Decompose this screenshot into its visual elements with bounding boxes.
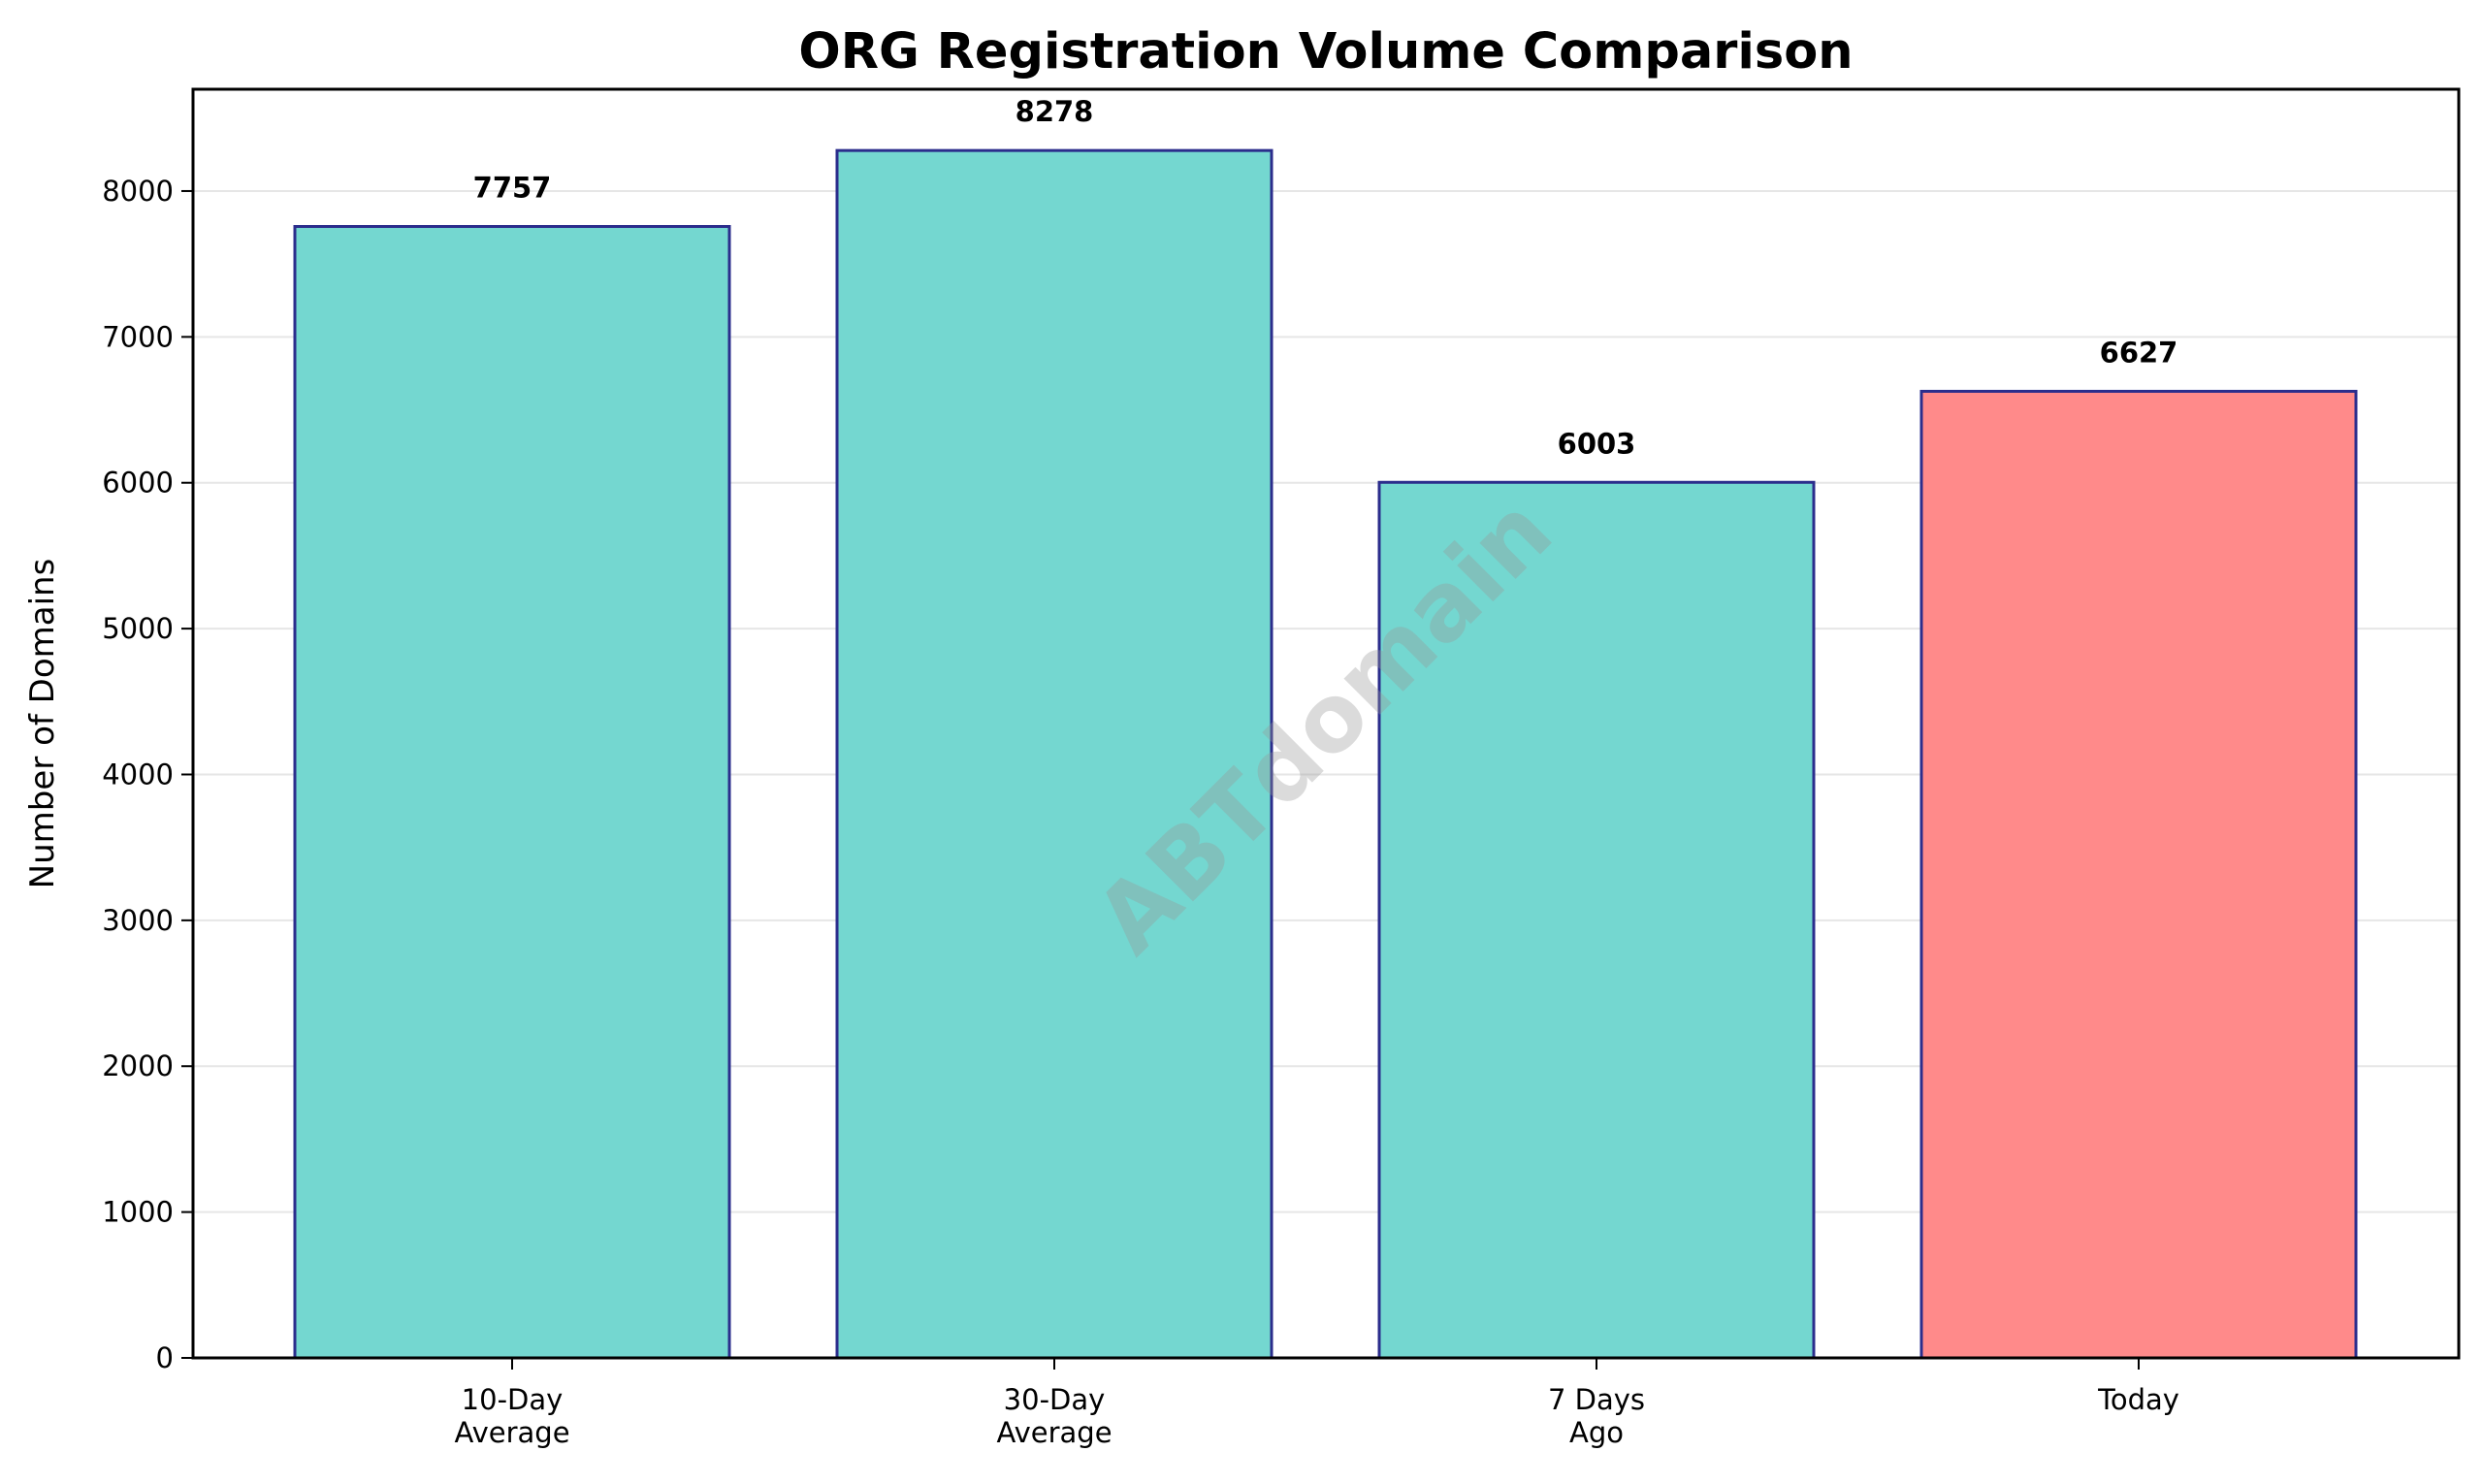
x-tick-label: 10-Day: [462, 1383, 564, 1416]
bars: [293, 148, 2358, 1360]
y-tick-label: 8000: [102, 175, 174, 208]
bar-value-label: 6627: [2100, 336, 2178, 369]
x-tick-label: 7 Days: [1548, 1383, 1645, 1416]
value-labels: 7757 8278 6003 6627: [473, 95, 2178, 460]
chart-title: ORG Registration Volume Comparison: [798, 23, 1853, 81]
y-tick-label: 7000: [102, 320, 174, 353]
y-axis-label: Number of Domains: [23, 559, 62, 889]
y-tick-label: 5000: [102, 612, 174, 645]
y-tick-label: 6000: [102, 467, 174, 500]
bar-value-label: 6003: [1558, 427, 1636, 460]
x-tick-label: 30-Day: [1004, 1383, 1106, 1416]
plot-frame: [191, 87, 2461, 1360]
x-tick-label: Ago: [1569, 1416, 1624, 1449]
bar: [835, 148, 1274, 1360]
y-tick-label: 1000: [102, 1196, 174, 1229]
bar-value-label: 7757: [473, 172, 552, 205]
bar-value-label: 8278: [1016, 95, 1094, 128]
bar: [293, 225, 731, 1360]
y-tick-label: 2000: [102, 1049, 174, 1082]
x-tick-label: Average: [454, 1416, 569, 1449]
y-tick-label: 0: [156, 1341, 174, 1374]
y-tick-label: 3000: [102, 904, 174, 937]
y-tick-label: 4000: [102, 758, 174, 790]
bar: [1919, 389, 2358, 1360]
x-tick-label: Average: [996, 1416, 1112, 1449]
bar: [1377, 480, 1816, 1360]
x-tick-label: Today: [2097, 1383, 2179, 1416]
y-axis-ticks: 0 1000 2000 3000 4000 5000 6000 7000 8000: [102, 175, 193, 1374]
